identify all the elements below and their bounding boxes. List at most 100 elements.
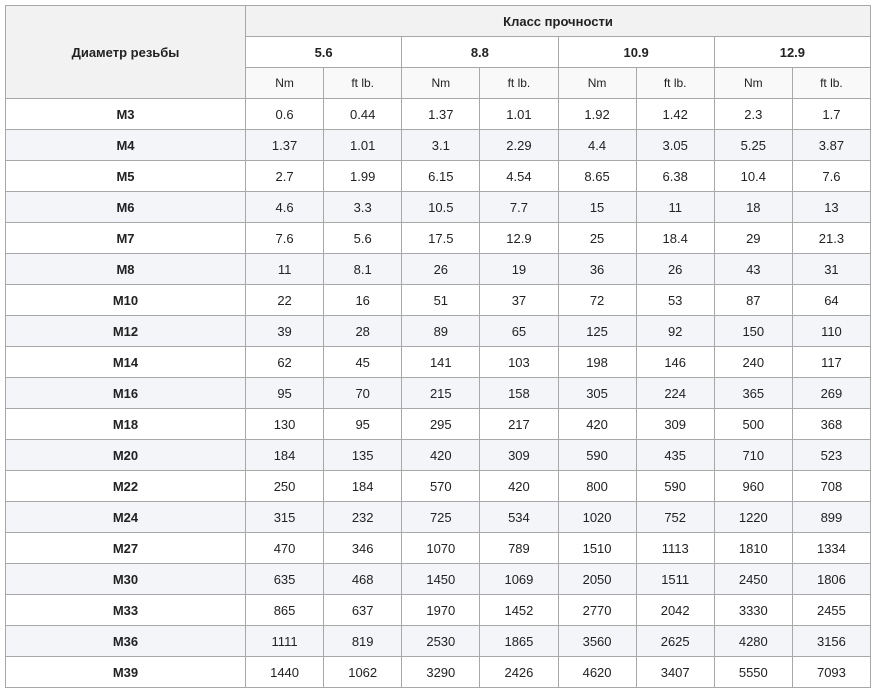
cell: 2426 [479, 656, 559, 688]
cell: 420 [401, 439, 481, 471]
cell: 15 [557, 191, 637, 223]
class-header: 12.9 [713, 36, 872, 68]
data-row: M10 22 16 51 37 72 53 87 64 [5, 284, 872, 316]
cell: 295 [401, 408, 481, 440]
row-label: M12 [5, 315, 246, 347]
unit-header: Nm [244, 67, 325, 99]
cell: 1113 [635, 532, 715, 564]
cell: 8.1 [323, 253, 403, 285]
cell: 800 [557, 470, 637, 502]
data-row: M33 865 637 1970 1452 2770 2042 3330 2455 [5, 594, 872, 626]
cell: 125 [557, 315, 637, 347]
data-row: M16 95 70 215 158 305 224 365 269 [5, 377, 872, 409]
row-label: M7 [5, 222, 246, 254]
unit-header: ft lb. [635, 67, 715, 99]
cell: 36 [557, 253, 637, 285]
cell: 65 [479, 315, 559, 347]
cell: 45 [323, 346, 403, 378]
row-label: M14 [5, 346, 246, 378]
data-row: M20 184 135 420 309 590 435 710 523 [5, 439, 872, 471]
cell: 1.01 [479, 98, 559, 130]
cell: 6.38 [635, 160, 715, 192]
cell: 3.05 [635, 129, 715, 161]
cell: 4.6 [244, 191, 325, 223]
row-label: M5 [5, 160, 246, 192]
cell: 5.25 [713, 129, 793, 161]
cell: 534 [479, 501, 559, 533]
cell: 250 [244, 470, 325, 502]
cell: 22 [244, 284, 325, 316]
cell: 198 [557, 346, 637, 378]
cell: 590 [635, 470, 715, 502]
cell: 141 [401, 346, 481, 378]
cell: 217 [479, 408, 559, 440]
data-row: M12 39 28 89 65 125 92 150 110 [5, 315, 872, 347]
cell: 232 [323, 501, 403, 533]
cell: 368 [791, 408, 872, 440]
cell: 11 [635, 191, 715, 223]
row-label: M3 [5, 98, 246, 130]
cell: 10.5 [401, 191, 481, 223]
data-row: M24 315 232 725 534 1020 752 1220 899 [5, 501, 872, 533]
data-row: M30 635 468 1450 1069 2050 1511 2450 1806 [5, 563, 872, 595]
cell: 523 [791, 439, 872, 471]
cell: 1452 [479, 594, 559, 626]
cell: 184 [244, 439, 325, 471]
cell: 899 [791, 501, 872, 533]
cell: 92 [635, 315, 715, 347]
cell: 269 [791, 377, 872, 409]
cell: 1970 [401, 594, 481, 626]
unit-header: ft lb. [479, 67, 559, 99]
row-label: M36 [5, 625, 246, 657]
row-label: M18 [5, 408, 246, 440]
cell: 2450 [713, 563, 793, 595]
cell: 1440 [244, 656, 325, 688]
cell: 725 [401, 501, 481, 533]
cell: 3560 [557, 625, 637, 657]
data-row: M7 7.6 5.6 17.5 12.9 25 18.4 29 21.3 [5, 222, 872, 254]
cell: 570 [401, 470, 481, 502]
cell: 3290 [401, 656, 481, 688]
cell: 11 [244, 253, 325, 285]
row-label: M27 [5, 532, 246, 564]
cell: 31 [791, 253, 872, 285]
cell: 95 [244, 377, 325, 409]
unit-header: Nm [713, 67, 793, 99]
cell: 819 [323, 625, 403, 657]
cell: 87 [713, 284, 793, 316]
cell: 224 [635, 377, 715, 409]
cell: 635 [244, 563, 325, 595]
cell: 6.15 [401, 160, 481, 192]
cell: 960 [713, 470, 793, 502]
cell: 315 [244, 501, 325, 533]
cell: 2455 [791, 594, 872, 626]
cell: 26 [401, 253, 481, 285]
cell: 19 [479, 253, 559, 285]
data-row: M39 1440 1062 3290 2426 4620 3407 5550 7093 [5, 656, 872, 688]
cell: 135 [323, 439, 403, 471]
cell: 103 [479, 346, 559, 378]
cell: 158 [479, 377, 559, 409]
unit-row: Nm ft lb. Nm ft lb. Nm ft lb. Nm ft lb. [6, 67, 872, 99]
cell: 420 [479, 470, 559, 502]
data-row: M3 0.6 0.44 1.37 1.01 1.92 1.42 2.3 1.7 [5, 98, 872, 130]
cell: 708 [791, 470, 872, 502]
cell: 305 [557, 377, 637, 409]
cell: 1070 [401, 532, 481, 564]
cell: 72 [557, 284, 637, 316]
cell: 26 [635, 253, 715, 285]
row-label: M20 [5, 439, 246, 471]
cell: 3.1 [401, 129, 481, 161]
row-label: M10 [5, 284, 246, 316]
cell: 240 [713, 346, 793, 378]
cell: 3407 [635, 656, 715, 688]
cell: 4.4 [557, 129, 637, 161]
cell: 13 [791, 191, 872, 223]
cell: 184 [323, 470, 403, 502]
data-row: M8 11 8.1 26 19 36 26 43 31 [5, 253, 872, 285]
cell: 0.44 [323, 98, 403, 130]
cell: 4620 [557, 656, 637, 688]
cell: 18 [713, 191, 793, 223]
cell: 309 [635, 408, 715, 440]
